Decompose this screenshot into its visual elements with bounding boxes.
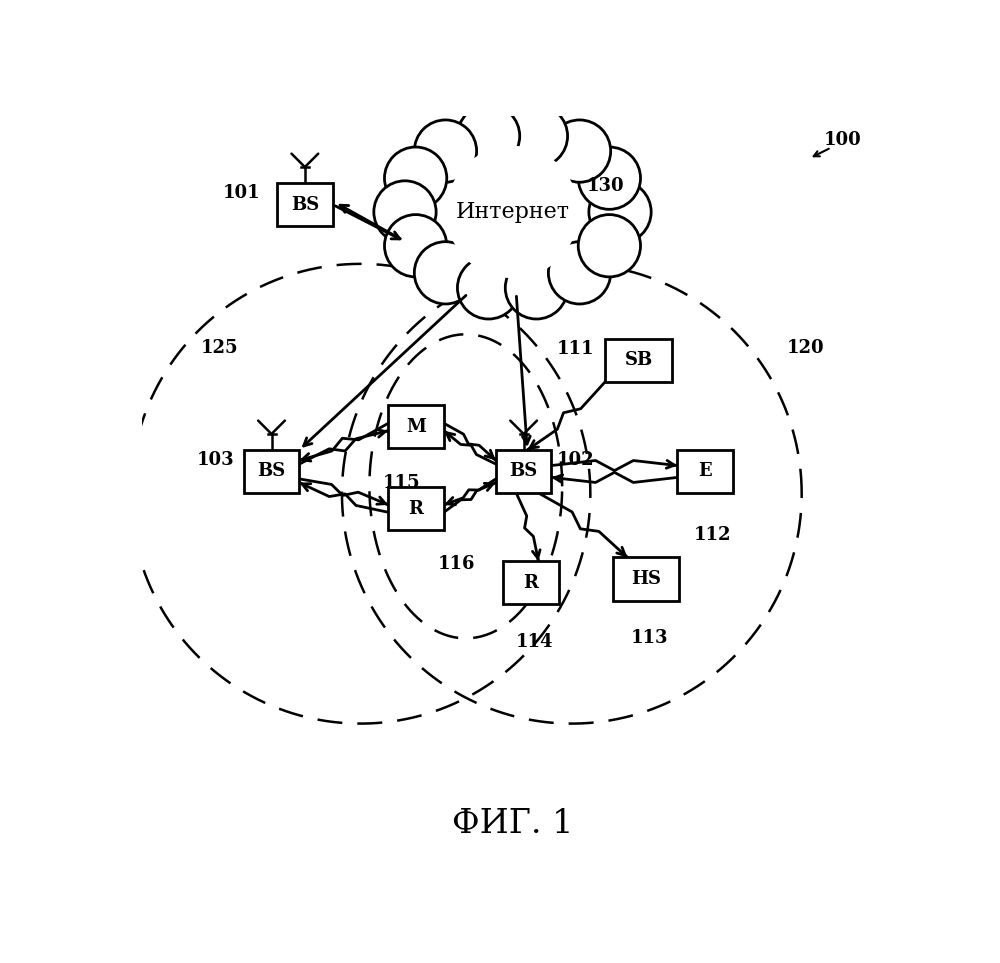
Text: 101: 101: [223, 185, 261, 202]
Text: BS: BS: [509, 462, 538, 481]
FancyBboxPatch shape: [677, 450, 733, 493]
FancyBboxPatch shape: [388, 405, 444, 449]
Text: BS: BS: [291, 195, 319, 214]
Text: Интернет: Интернет: [456, 201, 570, 223]
Text: 130: 130: [586, 177, 624, 195]
Text: 120: 120: [787, 339, 824, 357]
Circle shape: [384, 147, 447, 209]
Circle shape: [548, 242, 611, 304]
Text: R: R: [524, 574, 539, 591]
Text: R: R: [409, 500, 424, 517]
Circle shape: [578, 147, 641, 209]
Circle shape: [414, 120, 477, 182]
FancyBboxPatch shape: [613, 558, 679, 601]
Circle shape: [384, 215, 447, 277]
Text: E: E: [698, 462, 712, 481]
Text: M: M: [406, 418, 426, 436]
Text: 112: 112: [694, 526, 731, 543]
Circle shape: [457, 257, 520, 319]
Text: 114: 114: [516, 633, 553, 651]
Text: 125: 125: [201, 339, 239, 357]
Circle shape: [505, 105, 568, 168]
Text: 103: 103: [197, 452, 235, 469]
FancyBboxPatch shape: [605, 339, 672, 381]
Text: SB: SB: [624, 351, 653, 369]
FancyBboxPatch shape: [503, 561, 559, 604]
Text: HS: HS: [631, 570, 661, 588]
Circle shape: [374, 181, 436, 243]
Text: 116: 116: [438, 556, 476, 573]
FancyBboxPatch shape: [496, 450, 551, 493]
Circle shape: [446, 145, 579, 278]
Text: 111: 111: [557, 340, 594, 358]
Text: 115: 115: [382, 474, 420, 491]
FancyBboxPatch shape: [244, 450, 299, 493]
Text: 113: 113: [631, 630, 668, 647]
Text: 102: 102: [557, 452, 594, 469]
Circle shape: [578, 215, 641, 277]
Circle shape: [505, 257, 568, 319]
FancyBboxPatch shape: [277, 183, 333, 226]
Circle shape: [457, 105, 520, 168]
Circle shape: [589, 181, 651, 243]
Text: 100: 100: [824, 131, 862, 149]
Text: BS: BS: [257, 462, 286, 481]
FancyBboxPatch shape: [388, 487, 444, 530]
Text: ФИГ. 1: ФИГ. 1: [452, 808, 573, 840]
Circle shape: [414, 242, 477, 304]
Circle shape: [548, 120, 611, 182]
